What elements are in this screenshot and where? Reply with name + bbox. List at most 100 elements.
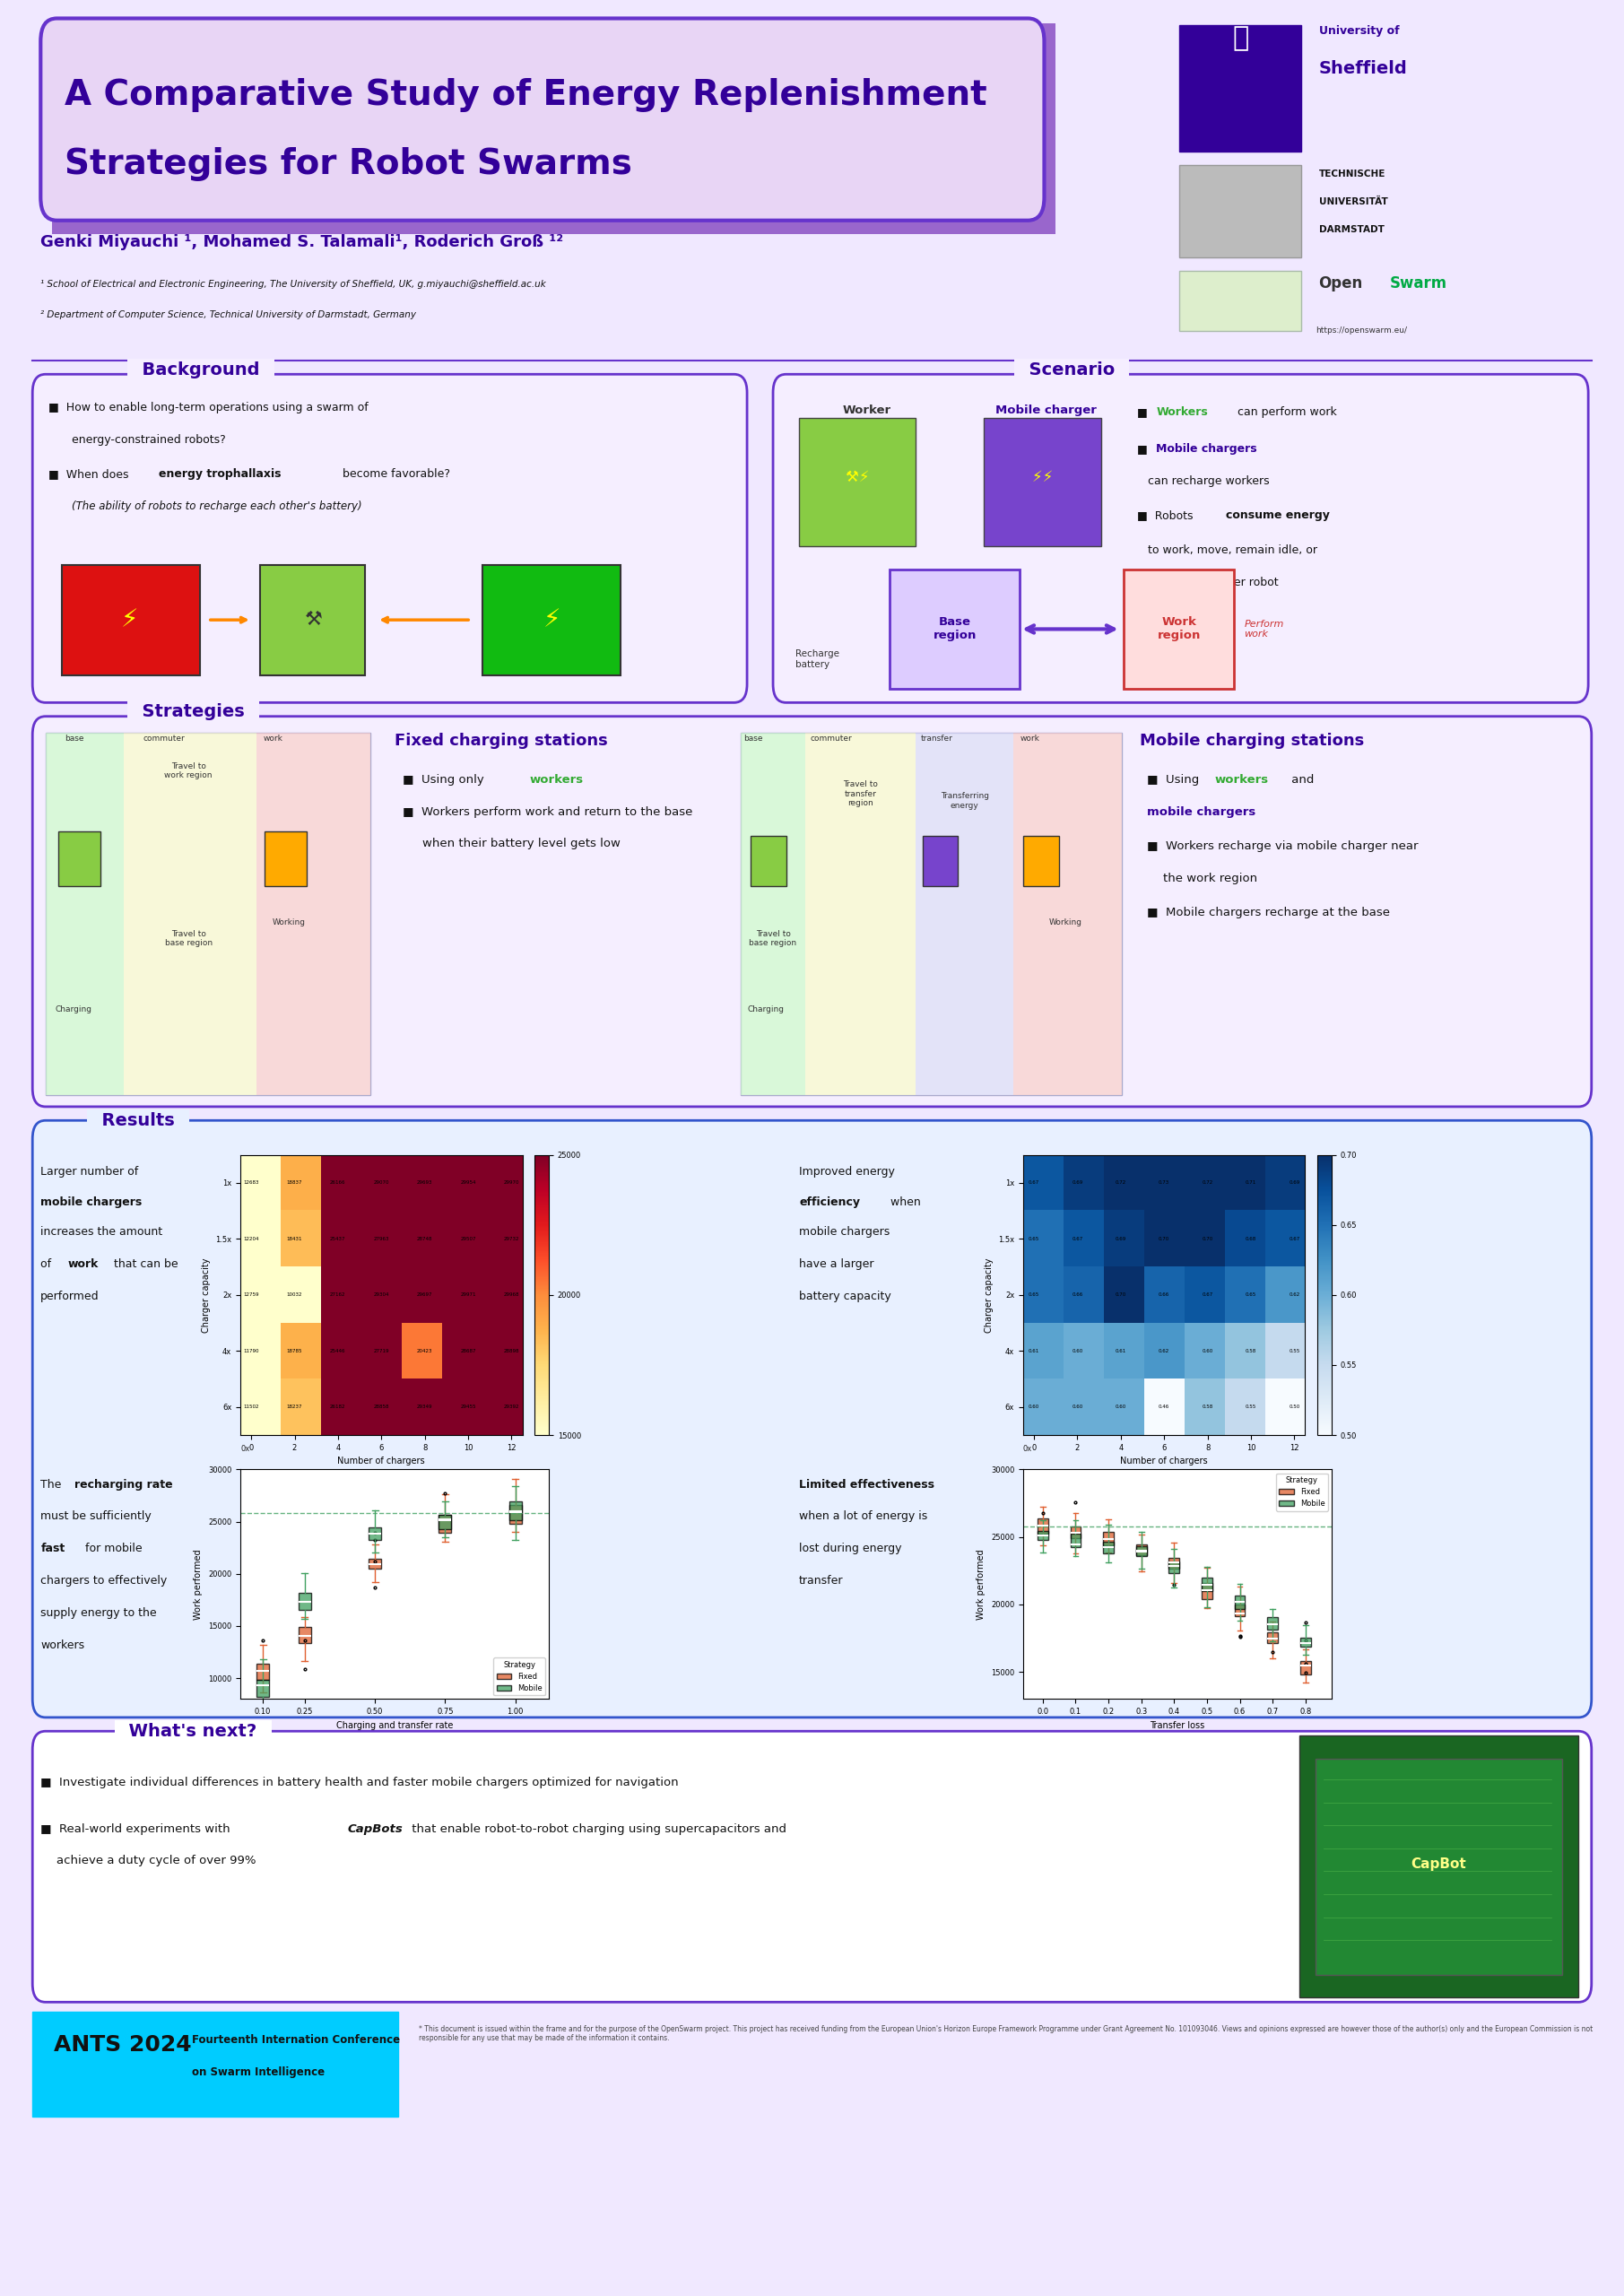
Text: 0.65: 0.65 (1246, 1293, 1257, 1297)
Text: transfer: transfer (921, 735, 953, 744)
Text: 12204: 12204 (244, 1238, 260, 1242)
PathPatch shape (369, 1559, 382, 1568)
Text: 0.67: 0.67 (1072, 1238, 1083, 1242)
Text: ■  How to enable long-term operations using a swarm of: ■ How to enable long-term operations usi… (49, 402, 369, 413)
Bar (1299, 1736, 1579, 1998)
Text: 28898: 28898 (503, 1348, 520, 1352)
Text: (The ability of robots to recharge each other's battery): (The ability of robots to recharge each … (71, 501, 362, 512)
Text: ⚡⁠⚡: ⚡⁠⚡ (1033, 468, 1052, 487)
Text: Travel to
work region: Travel to work region (164, 762, 213, 781)
Text: energy trophallaxis: energy trophallaxis (159, 468, 281, 480)
Bar (890, 569, 1020, 689)
Text: 0.55: 0.55 (1289, 1348, 1299, 1352)
Bar (799, 418, 916, 546)
PathPatch shape (1070, 1534, 1082, 1548)
Text: 29971: 29971 (460, 1293, 476, 1297)
Text: ■  Workers recharge via mobile charger near: ■ Workers recharge via mobile charger ne… (1147, 840, 1418, 852)
Legend: Fixed, Mobile: Fixed, Mobile (494, 1658, 546, 1694)
FancyBboxPatch shape (32, 1120, 1592, 1717)
Text: CapBot: CapBot (1411, 1857, 1466, 1871)
Text: workers: workers (529, 774, 583, 785)
Text: 20423: 20423 (417, 1348, 432, 1352)
Text: recharging rate: recharging rate (75, 1479, 174, 1490)
Text: 29304: 29304 (374, 1293, 390, 1297)
X-axis label: Charging and transfer rate: Charging and transfer rate (336, 1720, 453, 1729)
Text: can recharge workers: can recharge workers (1137, 475, 1270, 487)
Text: to work, move, remain idle, or: to work, move, remain idle, or (1137, 544, 1317, 556)
Bar (257, 732, 370, 1095)
PathPatch shape (1267, 1632, 1278, 1644)
Text: become favorable?: become favorable? (339, 468, 450, 480)
Text: ■  Using: ■ Using (1147, 774, 1203, 785)
PathPatch shape (369, 1527, 382, 1541)
Bar (1315, 1759, 1562, 1975)
Text: when: when (887, 1196, 921, 1208)
Text: ¹ School of Electrical and Electronic Engineering, The University of Sheffield, : ¹ School of Electrical and Electronic En… (41, 280, 546, 289)
Bar (916, 732, 1013, 1095)
Text: have a larger: have a larger (799, 1258, 874, 1270)
Text: 0.67: 0.67 (1289, 1238, 1299, 1242)
PathPatch shape (438, 1515, 451, 1534)
FancyBboxPatch shape (41, 18, 1044, 220)
Text: Travel to
transfer
region: Travel to transfer region (843, 781, 879, 808)
Text: Sheffield: Sheffield (1319, 60, 1408, 76)
Text: Background: Background (130, 360, 271, 379)
Text: 0.50: 0.50 (1289, 1405, 1299, 1410)
Text: 29507: 29507 (460, 1238, 476, 1242)
Text: 29732: 29732 (503, 1238, 520, 1242)
Text: 0.72: 0.72 (1116, 1180, 1125, 1185)
Bar (45, 512, 734, 693)
Text: 0.73: 0.73 (1158, 1180, 1169, 1185)
Text: Charging: Charging (55, 1006, 93, 1015)
Text: Perform
work: Perform work (1244, 620, 1285, 638)
Text: Fixed charging stations: Fixed charging stations (395, 732, 607, 748)
Text: 27162: 27162 (330, 1293, 346, 1297)
Text: 24941: 24941 (247, 1424, 266, 1428)
Bar (1179, 271, 1301, 331)
Text: mobile chargers: mobile chargers (799, 1226, 890, 1238)
Text: 0.46: 0.46 (1158, 1405, 1169, 1410)
Text: battery capacity: battery capacity (799, 1290, 892, 1302)
Text: CapBots: CapBots (348, 1823, 403, 1835)
Text: 29970: 29970 (503, 1180, 520, 1185)
Text: 11502: 11502 (244, 1405, 260, 1410)
PathPatch shape (1137, 1545, 1147, 1554)
Text: 0.67: 0.67 (1028, 1180, 1039, 1185)
PathPatch shape (1103, 1541, 1114, 1554)
Text: 0.67: 0.67 (1202, 1293, 1213, 1297)
Text: Strategies for Robot Swarms: Strategies for Robot Swarms (65, 147, 632, 181)
Text: Charging: Charging (747, 1006, 784, 1015)
PathPatch shape (1137, 1545, 1147, 1557)
Text: 29697: 29697 (417, 1293, 432, 1297)
Text: A Comparative Study of Energy Replenishment: A Comparative Study of Energy Replenishm… (65, 78, 987, 113)
PathPatch shape (1234, 1596, 1246, 1609)
Text: 0.62: 0.62 (1158, 1348, 1169, 1352)
Text: 0.70: 0.70 (1116, 1293, 1125, 1297)
Text: that can be: that can be (110, 1258, 179, 1270)
Text: Fourteenth Internation Conference: Fourteenth Internation Conference (192, 2034, 400, 2046)
Text: 26166: 26166 (330, 1180, 346, 1185)
Text: must be sufficiently: must be sufficiently (41, 1511, 151, 1522)
Text: University of: University of (1319, 25, 1398, 37)
Text: 0.61: 0.61 (1028, 1348, 1039, 1352)
Text: ⚡: ⚡ (544, 608, 560, 631)
Text: increases the amount: increases the amount (41, 1226, 162, 1238)
Text: 0.71: 0.71 (1246, 1180, 1257, 1185)
PathPatch shape (508, 1506, 521, 1525)
Text: ² Department of Computer Science, Technical University of Darmstadt, Germany: ² Department of Computer Science, Techni… (41, 310, 416, 319)
Text: Travel to
base region: Travel to base region (164, 930, 213, 948)
Text: 25437: 25437 (330, 1238, 346, 1242)
PathPatch shape (508, 1502, 521, 1520)
Bar (265, 831, 307, 886)
Text: ⚡: ⚡ (122, 608, 138, 631)
Text: ■  Robots: ■ Robots (1137, 510, 1197, 521)
Text: Genki Miyauchi ¹, Mohamed S. Talamali¹, Roderich Groß ¹²: Genki Miyauchi ¹, Mohamed S. Talamali¹, … (41, 234, 564, 250)
Text: 18237: 18237 (287, 1405, 302, 1410)
Bar (52, 23, 1056, 234)
Text: The: The (41, 1479, 65, 1490)
Text: 10032: 10032 (287, 1293, 302, 1297)
Text: 0.68: 0.68 (1246, 1238, 1257, 1242)
Text: 0.61: 0.61 (1116, 1348, 1125, 1352)
Text: Working: Working (1049, 918, 1082, 928)
Text: mobile chargers: mobile chargers (1147, 806, 1255, 817)
